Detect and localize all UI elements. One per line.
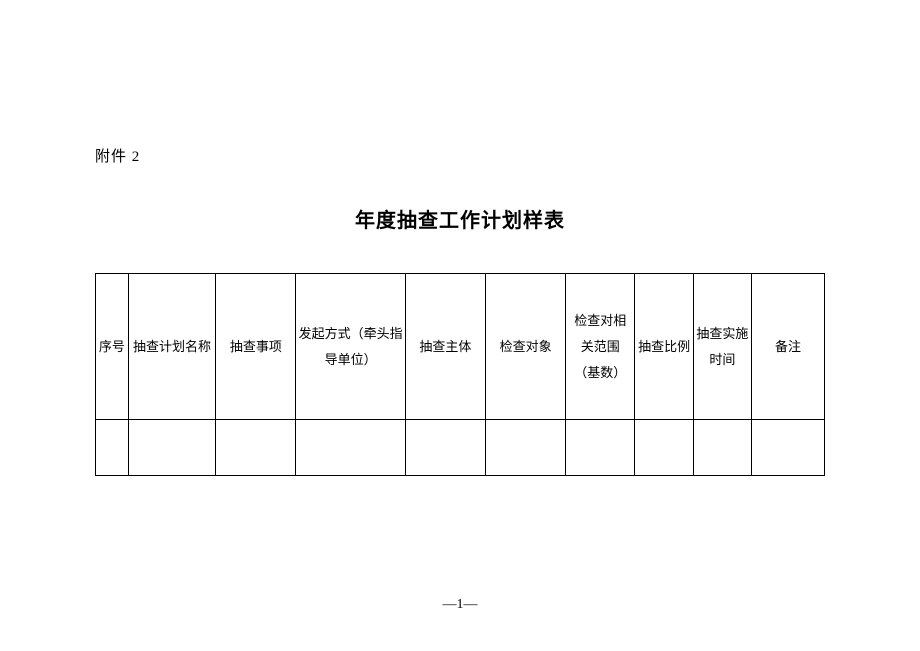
page-number: —1— xyxy=(0,597,920,613)
table-cell xyxy=(216,420,296,476)
table-header-cell: 发起方式（牵头指导单位） xyxy=(296,274,405,420)
table-cell xyxy=(635,420,693,476)
table-header-row: 序号 抽查计划名称 抽查事项 发起方式（牵头指导单位） 抽查主体 检查对象 检查… xyxy=(96,274,825,420)
table-header-cell: 检查对象 xyxy=(485,274,565,420)
table-row xyxy=(96,420,825,476)
page-container: 附件 2 年度抽查工作计划样表 序号 抽查计划名称 抽查事项 发起方式（牵头指导… xyxy=(0,0,920,476)
table-header-cell: 抽查实施时间 xyxy=(693,274,751,420)
table-cell xyxy=(693,420,751,476)
table-header-cell: 备注 xyxy=(752,274,825,420)
table-cell xyxy=(405,420,485,476)
table-header-cell: 序号 xyxy=(96,274,129,420)
table-header-cell: 抽查比例 xyxy=(635,274,693,420)
plan-table: 序号 抽查计划名称 抽查事项 发起方式（牵头指导单位） 抽查主体 检查对象 检查… xyxy=(95,273,825,476)
table-cell xyxy=(128,420,215,476)
table-header-cell: 抽查主体 xyxy=(405,274,485,420)
table-header-cell: 检查对相关范围（基数） xyxy=(566,274,635,420)
table-cell xyxy=(752,420,825,476)
table-cell xyxy=(566,420,635,476)
table-cell xyxy=(96,420,129,476)
attachment-label: 附件 2 xyxy=(95,145,825,166)
page-title: 年度抽查工作计划样表 xyxy=(95,204,825,233)
table-header-cell: 抽查计划名称 xyxy=(128,274,215,420)
table-header-cell: 抽查事项 xyxy=(216,274,296,420)
table-cell xyxy=(485,420,565,476)
table-cell xyxy=(296,420,405,476)
